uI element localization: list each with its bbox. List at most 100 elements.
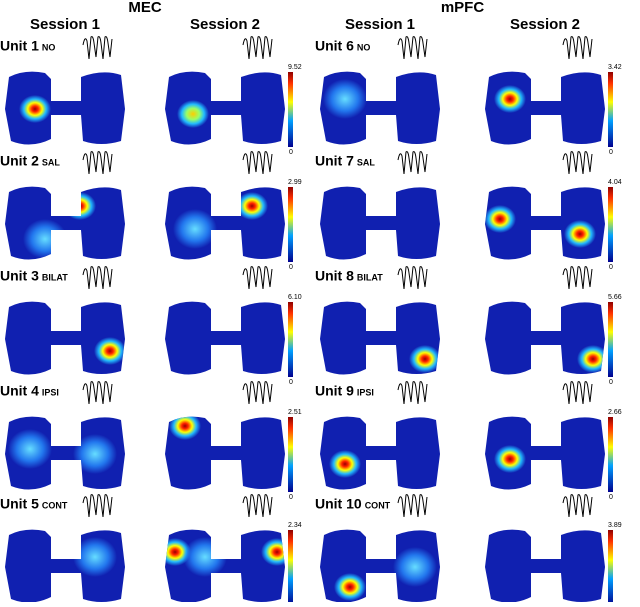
waveform — [397, 494, 428, 518]
hotspot — [64, 192, 96, 220]
arena — [320, 186, 440, 260]
hotspot — [494, 445, 526, 473]
waveform — [242, 266, 273, 290]
colorbar-max: 5.66 — [608, 294, 622, 301]
colorbar-min: 0 — [289, 379, 293, 386]
unit-name: Unit 9 — [315, 383, 354, 399]
unit-condition: NO — [357, 42, 371, 52]
hotspot — [23, 219, 67, 259]
rate-map — [165, 529, 285, 603]
unit-condition: CONT — [365, 500, 391, 510]
unit-name: Unit 10 — [315, 496, 362, 512]
rate-map — [5, 529, 125, 603]
hotspots — [73, 537, 117, 577]
hotspot — [169, 416, 201, 440]
unit-condition: CONT — [42, 500, 68, 510]
unit-condition: IPSI — [42, 387, 59, 397]
unit-name: Unit 7 — [315, 153, 354, 169]
colorbar-min: 0 — [289, 264, 293, 271]
rate-map — [320, 71, 440, 145]
waveform — [397, 36, 428, 60]
hotspots — [409, 345, 440, 373]
rate-map — [485, 301, 605, 375]
unit-name: Unit 4 — [0, 383, 39, 399]
hotspot — [73, 434, 117, 474]
hotspot — [334, 573, 366, 601]
waveform — [82, 494, 113, 518]
colorbar — [288, 530, 293, 605]
rate-map — [165, 301, 285, 375]
rate-map — [5, 71, 125, 145]
rate-map — [320, 529, 440, 603]
hotspot — [577, 345, 605, 373]
hotspots — [485, 205, 596, 248]
hotspot — [236, 192, 268, 220]
hotspot — [177, 100, 209, 128]
waveform — [397, 151, 428, 175]
waveform — [562, 151, 593, 175]
colorbar-min: 0 — [609, 494, 613, 501]
waveform — [242, 381, 273, 405]
hotspot — [393, 547, 437, 587]
waveform — [397, 381, 428, 405]
arena — [485, 301, 605, 375]
colorbar — [288, 302, 293, 377]
unit-name: Unit 5 — [0, 496, 39, 512]
hotspots — [323, 79, 367, 119]
waveform — [242, 36, 273, 60]
unit-condition: SAL — [357, 157, 376, 167]
rate-map — [485, 416, 605, 490]
rate-map — [485, 186, 605, 260]
colorbar-min: 0 — [609, 149, 613, 156]
rate-map — [320, 186, 440, 260]
rate-map — [5, 416, 125, 490]
hotspot — [173, 209, 217, 249]
colorbar-max: 2.66 — [608, 409, 622, 416]
hotspots — [94, 337, 125, 365]
group-title: mPFC — [441, 0, 485, 16]
colorbar-max: 2.51 — [288, 409, 302, 416]
colorbar-max: 4.04 — [608, 179, 622, 186]
hotspots — [19, 95, 51, 123]
session-title: Session 2 — [510, 16, 580, 33]
unit-name: Unit 6 — [315, 38, 354, 54]
unit-condition: BILAT — [42, 272, 68, 282]
colorbar — [608, 187, 613, 262]
unit-name: Unit 8 — [315, 268, 354, 284]
waveform — [562, 494, 593, 518]
waveform — [397, 266, 428, 290]
rate-map — [320, 301, 440, 375]
hotspot — [329, 450, 361, 478]
waveform — [82, 266, 113, 290]
hotspot — [323, 79, 367, 119]
arena — [165, 301, 285, 375]
rate-map — [5, 186, 125, 260]
hotspots — [334, 547, 437, 601]
colorbar-max: 2.99 — [288, 179, 302, 186]
colorbar-min: 0 — [609, 379, 613, 386]
unit-condition: NO — [42, 42, 56, 52]
hotspot — [73, 537, 117, 577]
colorbar — [608, 530, 613, 605]
arena — [5, 71, 125, 145]
colorbar — [608, 417, 613, 492]
unit-condition: SAL — [42, 157, 61, 167]
hotspots — [577, 345, 605, 373]
rate-map — [485, 71, 605, 145]
session-title: Session 1 — [345, 16, 415, 33]
waveform — [562, 381, 593, 405]
session-title: Session 1 — [30, 16, 100, 33]
waveform — [242, 494, 273, 518]
waveform — [82, 36, 113, 60]
unit-condition: BILAT — [357, 272, 383, 282]
hotspots — [494, 445, 526, 473]
hotspot — [494, 85, 526, 113]
hotspot — [261, 538, 285, 566]
colorbar-max: 3.42 — [608, 64, 622, 71]
colorbar-max: 9.52 — [288, 64, 302, 71]
arena — [485, 529, 605, 603]
arena — [5, 186, 125, 260]
colorbar — [288, 417, 293, 492]
rate-map — [320, 416, 440, 490]
